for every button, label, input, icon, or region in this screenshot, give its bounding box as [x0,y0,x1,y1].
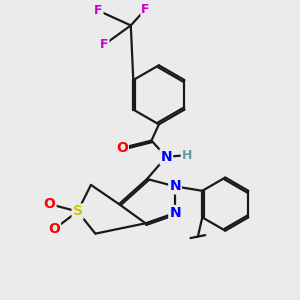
Text: O: O [44,197,56,211]
Text: H: H [182,149,192,162]
Text: F: F [94,4,103,17]
Text: O: O [116,141,128,155]
Text: S: S [73,205,82,218]
Text: N: N [169,206,181,220]
Text: N: N [160,150,172,164]
Text: O: O [48,222,60,236]
Text: F: F [100,38,109,51]
Text: F: F [141,3,150,16]
Text: N: N [169,179,181,194]
